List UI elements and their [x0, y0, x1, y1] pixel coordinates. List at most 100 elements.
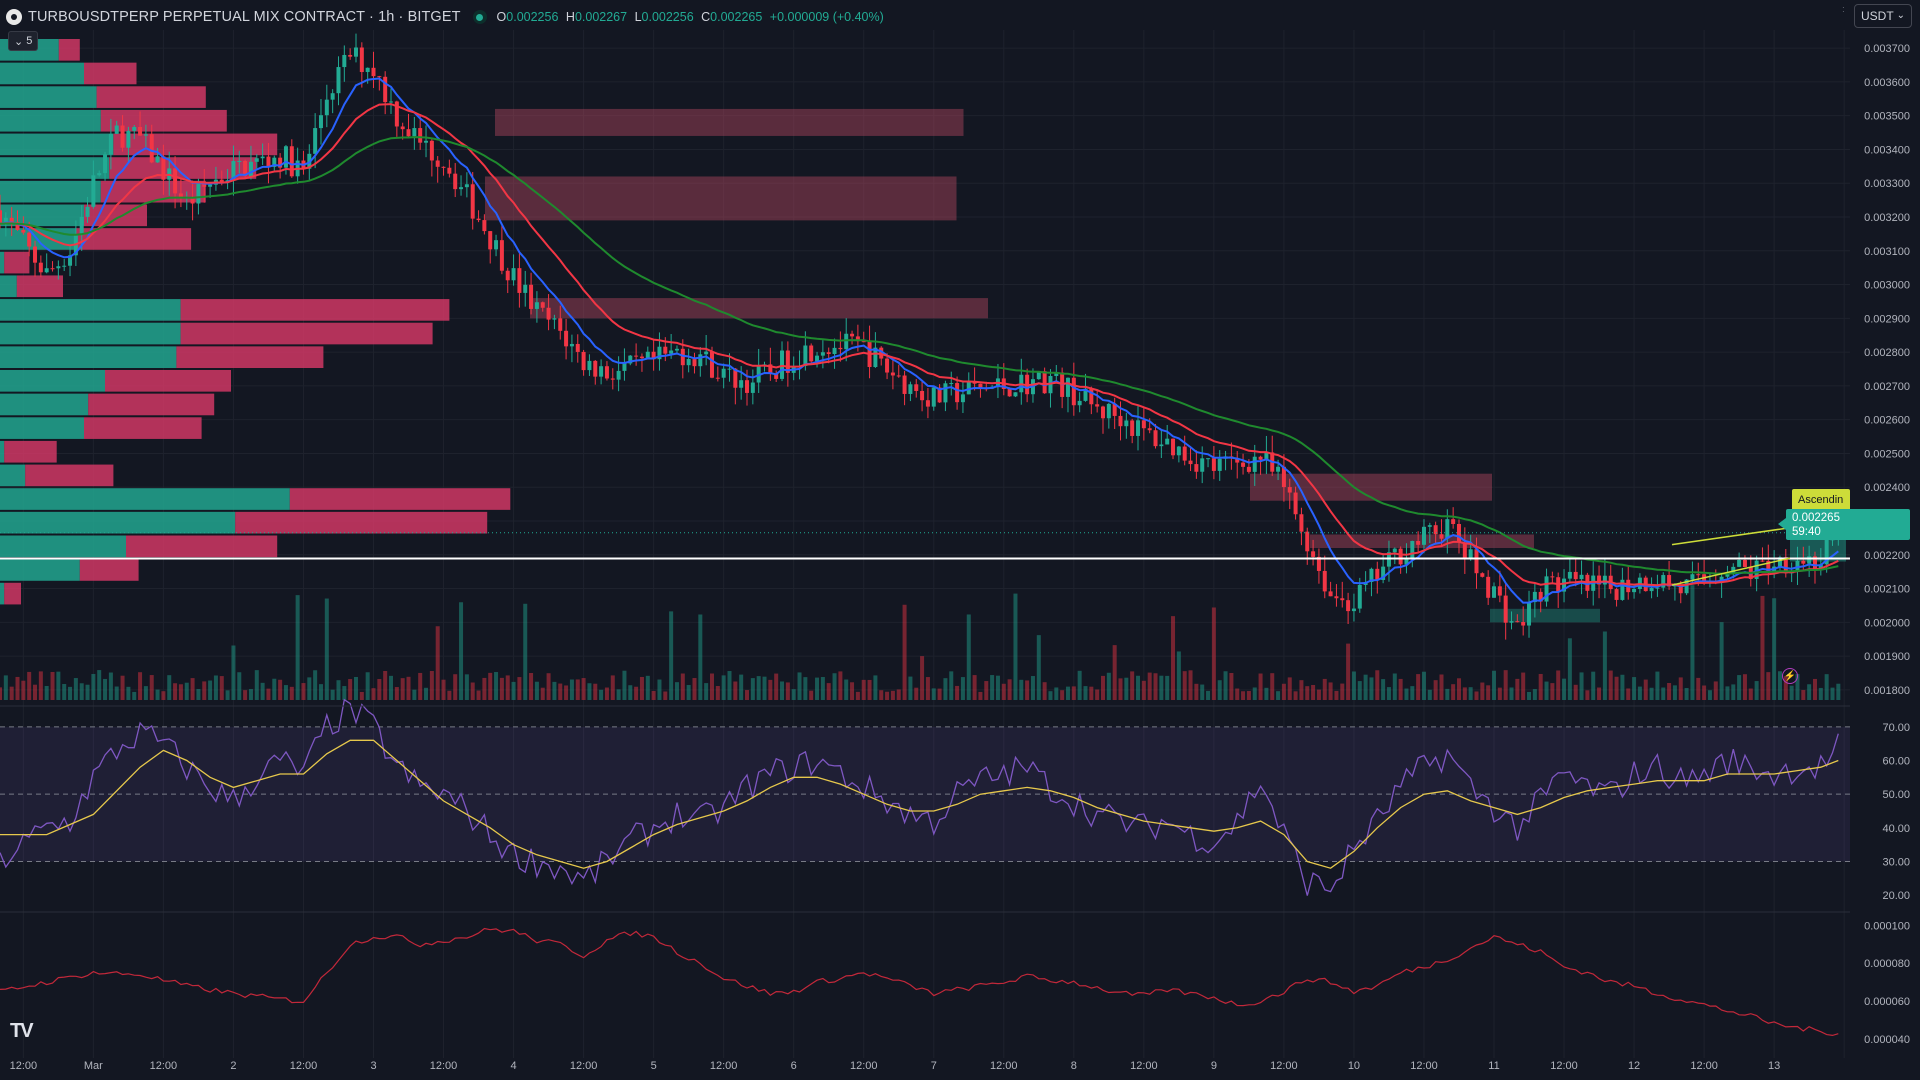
volume-bar	[1655, 671, 1660, 700]
volume-bar	[511, 681, 516, 700]
collapse-indicators-button[interactable]: ⌄ 5	[8, 31, 39, 51]
volume-bar	[797, 672, 802, 700]
volume-bar	[885, 691, 890, 700]
volume-bar	[1649, 687, 1654, 700]
candle-down	[1503, 595, 1508, 623]
volume-profile-down-bar	[25, 464, 114, 487]
volume-profile-up-bar	[0, 440, 5, 463]
candle-up	[1719, 576, 1724, 582]
volume-bar	[435, 626, 440, 700]
volume-bar	[377, 678, 382, 700]
volume-profile-up-bar	[0, 86, 97, 108]
volume-bar	[1602, 631, 1607, 700]
candle-down	[914, 384, 919, 391]
candle-down	[1182, 446, 1187, 461]
volume-bar	[937, 688, 942, 700]
volume-bar	[1643, 679, 1648, 700]
candle-up	[3, 217, 8, 224]
high-value: 0.002267	[574, 10, 628, 24]
market-status-icon[interactable]	[472, 10, 487, 24]
volume-bar	[97, 670, 102, 700]
volume-profile-up-bar	[0, 559, 80, 581]
volume-bar	[1737, 675, 1742, 700]
candle-up	[815, 355, 820, 362]
volume-bar	[1386, 687, 1391, 700]
candle-up	[1200, 458, 1205, 472]
price-axis-tick: 0.003200	[1864, 212, 1910, 224]
volume-bar	[925, 677, 930, 700]
volume-bar	[651, 690, 656, 700]
volume-bar	[721, 675, 726, 700]
volume-bar	[248, 689, 253, 700]
volume-bar	[803, 677, 808, 700]
volume-bar	[1509, 687, 1514, 700]
volume-bar	[272, 678, 277, 700]
candle-down	[1241, 462, 1246, 467]
candle-up	[1690, 574, 1695, 580]
volume-bar	[902, 604, 907, 700]
volume-bar	[85, 684, 90, 700]
candle-down	[377, 76, 382, 78]
change-value: +0.000009 (+0.40%)	[769, 10, 884, 24]
volume-bar	[1661, 687, 1666, 700]
volume-bar	[552, 681, 557, 700]
volume-bar	[1112, 645, 1117, 700]
price-axis-tick: 0.003400	[1864, 144, 1910, 156]
volume-bar	[733, 681, 738, 700]
volume-bar	[126, 686, 131, 700]
pattern-label[interactable]: Ascendin	[1792, 489, 1850, 511]
volume-bar	[1766, 672, 1771, 700]
volume-bar	[278, 679, 283, 700]
currency-select[interactable]: USDT ⌄	[1854, 4, 1912, 28]
candle-down	[289, 146, 294, 177]
volume-bar	[202, 681, 207, 700]
candle-down	[470, 184, 475, 219]
ohlc-values: O0.002256 H0.002267 L0.002256 C0.002265 …	[496, 10, 884, 24]
candle-down	[400, 126, 405, 130]
candle-up	[1054, 372, 1059, 377]
price-axis-background	[1850, 0, 1920, 1080]
volume-bar	[1100, 675, 1105, 700]
price-axis-tick: 0.001800	[1864, 685, 1910, 697]
volume-bar	[301, 683, 306, 700]
volume-bar	[464, 674, 469, 700]
volume-bar	[1065, 686, 1070, 700]
indicator-axis-tick: 0.000080	[1864, 958, 1910, 970]
volume-bar	[1188, 670, 1193, 700]
candle-up	[1492, 586, 1497, 598]
candle-down	[149, 134, 154, 163]
volume-profile-down-bar	[58, 39, 80, 61]
volume-bar	[155, 689, 160, 700]
candle-up	[511, 268, 516, 281]
candle-up	[739, 380, 744, 388]
candle-up	[908, 384, 913, 394]
rsi-axis-tick: 20.00	[1882, 890, 1910, 902]
candle-up	[622, 363, 627, 371]
candle-up	[1795, 560, 1800, 572]
volume-bar	[1381, 679, 1386, 700]
volume-bar	[103, 678, 108, 700]
candle-down	[709, 351, 714, 378]
volume-bar	[1200, 684, 1205, 700]
volume-bar	[178, 684, 183, 700]
tradingview-logo[interactable]: TV	[10, 1020, 34, 1042]
volume-bar	[1392, 673, 1397, 700]
lightning-icon[interactable]: ⚡	[1782, 668, 1798, 684]
volume-bar	[184, 682, 189, 700]
volume-bar	[389, 675, 394, 700]
volume-bar	[1742, 674, 1747, 700]
volume-bar	[73, 678, 78, 700]
candle-up	[698, 354, 703, 367]
symbol-title[interactable]: TURBOUSDTPERP PERPETUAL MIX CONTRACT · 1…	[28, 9, 461, 25]
last-price-value: 0.002265	[1792, 512, 1840, 524]
candle-up	[459, 187, 464, 190]
volume-bar	[762, 676, 767, 700]
candle-up	[272, 157, 277, 167]
candle-down	[978, 383, 983, 389]
candle-down	[1171, 438, 1176, 456]
volume-bar	[1159, 675, 1164, 700]
volume-bar	[1690, 585, 1695, 700]
more-menu-icon[interactable]: · ·	[1842, 3, 1845, 16]
volume-profile-down-bar	[180, 322, 433, 345]
